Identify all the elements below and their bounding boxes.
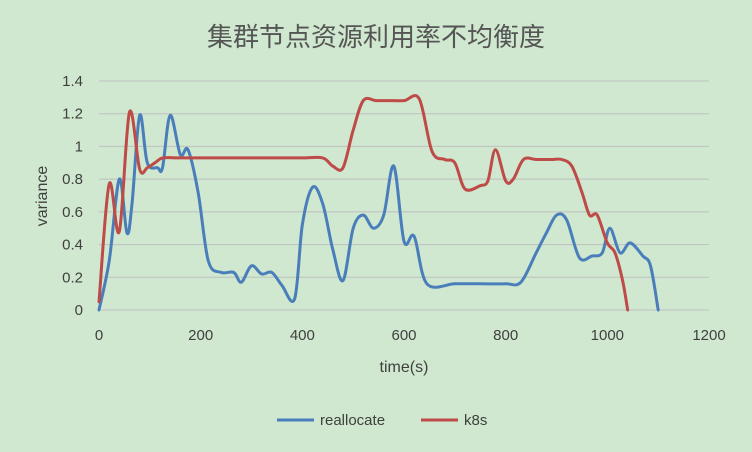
x-tick-label: 0 — [95, 327, 103, 344]
series-line-reallocate — [97, 113, 660, 312]
legend-label-k8s: k8s — [464, 412, 487, 429]
legend-label-reallocate: reallocate — [320, 412, 385, 429]
x-tick-label: 600 — [391, 327, 416, 344]
chart-title: 集群节点资源利用率不均衡度 — [207, 23, 545, 53]
x-tick-label: 800 — [493, 327, 518, 344]
y-tick-label: 1.2 — [62, 106, 83, 123]
y-tick-label: 1.4 — [62, 73, 83, 90]
y-tick-label: 0.2 — [62, 269, 83, 286]
x-axis-label: time(s) — [380, 359, 429, 376]
axes: 0 0.2 0.4 0.6 0.8 1 1.2 1.4 0 200 400 600 800 1000 120… — [62, 73, 726, 344]
x-tick-label: 1200 — [692, 327, 725, 344]
x-tick-label: 400 — [290, 327, 315, 344]
series-line-k8s — [97, 94, 630, 312]
y-tick-label: 0.4 — [62, 237, 83, 254]
y-axis-label: variance — [34, 166, 51, 227]
y-tick-label: 1 — [75, 138, 83, 155]
x-tick-label: 200 — [188, 327, 213, 344]
y-tick-label: 0 — [75, 302, 83, 319]
y-tick-label: 0.8 — [62, 171, 83, 188]
y-tick-label: 0.6 — [62, 204, 83, 221]
series-lines — [97, 94, 660, 312]
legend: reallocate k8s — [277, 412, 487, 429]
x-tick-label: 1000 — [591, 327, 624, 344]
